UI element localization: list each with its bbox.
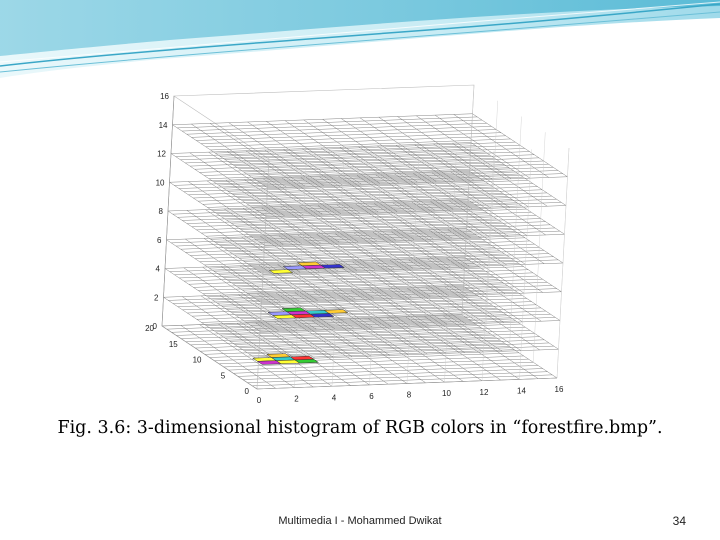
x-tick-label: 4: [332, 393, 337, 402]
x-tick-label: 2: [294, 395, 299, 404]
grid-vertical: [294, 157, 307, 388]
y-tick-label: 5: [221, 371, 226, 380]
z-tick-label: 10: [156, 178, 165, 187]
histogram-cell: [294, 359, 320, 364]
x-tick-label: 14: [517, 386, 526, 395]
z-tick-label: 8: [159, 207, 164, 216]
x-tick-label: 16: [555, 385, 564, 394]
grid-vertical: [256, 158, 270, 390]
grid-vertical: [519, 149, 532, 380]
x-tick-label: 8: [407, 391, 412, 400]
z-tick-label: 4: [156, 265, 161, 274]
grid-vertical: [556, 147, 570, 379]
y-tick-label: 15: [169, 340, 178, 349]
grid-layer: [166, 228, 562, 303]
z-tick-label: 12: [157, 150, 166, 159]
grid-vertical: [485, 100, 498, 331]
axis-edge: [161, 325, 258, 390]
y-tick-label: 20: [145, 324, 154, 333]
x-tick-label: 12: [480, 388, 489, 397]
grid-vertical: [509, 116, 522, 347]
histogram-cell: [296, 261, 322, 267]
z-tick-label: 14: [159, 121, 168, 130]
histogram-cell: [267, 311, 293, 316]
grid-vertical: [533, 132, 546, 363]
grid-vertical: [406, 153, 420, 384]
histogram-cell: [268, 269, 294, 274]
grid-vertical: [444, 152, 457, 383]
grid-vertical: [481, 150, 495, 381]
axis-edge: [161, 95, 175, 327]
grid-vertical: [369, 154, 382, 385]
x-tick-label: 6: [369, 392, 374, 401]
slide-footer: Multimedia I - Mohammed Dwikat: [278, 515, 442, 527]
z-tick-label: 6: [157, 236, 162, 245]
figure-caption: Fig. 3.6: 3-dimensional histogram of RGB…: [57, 418, 663, 438]
z-tick-label: 2: [154, 293, 159, 302]
histogram-cell: [323, 309, 349, 314]
x-tick-label: 10: [442, 389, 451, 398]
histogram-cell: [281, 307, 307, 312]
x-tick-label: 0: [257, 396, 262, 405]
y-tick-label: 0: [245, 387, 250, 396]
y-tick-label: 10: [193, 356, 202, 365]
histogram-3d-figure: 0 2 4 6 8 10 12 14 16 0 2 4 6 8 10 12 14 16 0 5 10 15 20: [132, 78, 578, 410]
slide-header-banner: [0, 0, 720, 78]
histogram-cell: [265, 353, 292, 358]
z-tick-label: 16: [160, 92, 169, 101]
histogram-cell: [319, 264, 346, 269]
grid-vertical: [331, 156, 345, 387]
page-number: 34: [672, 514, 686, 528]
axis-edge: [256, 377, 558, 390]
z-tick-label: 0: [153, 322, 158, 331]
grid-vertical: [461, 84, 475, 316]
